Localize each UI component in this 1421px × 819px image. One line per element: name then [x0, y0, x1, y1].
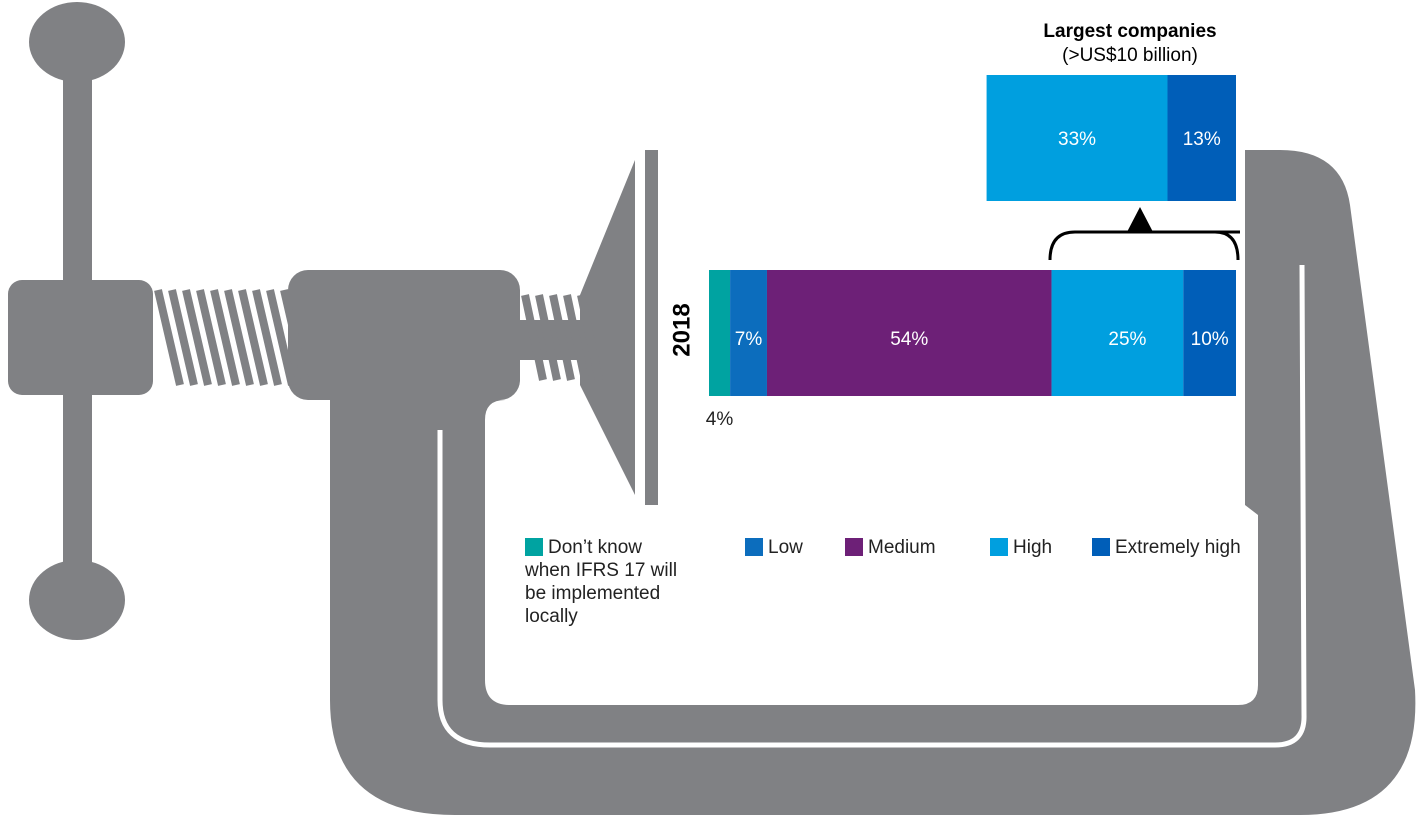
- thread: [154, 289, 184, 386]
- bracket: [1048, 230, 1240, 261]
- legend-swatch: [745, 538, 763, 556]
- thread: [535, 294, 561, 381]
- bar-segment: [1183, 270, 1236, 396]
- thread: [280, 289, 310, 386]
- legend-label: Extremely high: [1115, 537, 1241, 558]
- legend-label: Low: [768, 537, 803, 558]
- legend-swatch: [845, 538, 863, 556]
- legend-label: Medium: [868, 537, 936, 558]
- inset-title: Largest companies: [1043, 21, 1216, 42]
- legend-swatch: [525, 538, 543, 556]
- thread: [266, 289, 296, 386]
- screw-thread: [154, 289, 603, 386]
- thread: [168, 289, 198, 386]
- thread: [521, 294, 547, 381]
- legend-swatch: [1092, 538, 1110, 556]
- bar-segment: [986, 75, 1168, 201]
- inset-subtitle: (>US$10 billion): [1062, 45, 1198, 66]
- legend-text: Don’t know when IFRS 17 will be implemen…: [525, 537, 678, 627]
- bar-segment: [709, 270, 731, 396]
- thread: [563, 294, 589, 381]
- bar-segment: [766, 270, 1052, 396]
- value-label: 54%: [890, 329, 928, 350]
- bar-segment: [1051, 270, 1184, 396]
- thread: [196, 289, 226, 386]
- thread: [577, 294, 603, 381]
- thread: [224, 289, 254, 386]
- arrow: [1127, 207, 1153, 232]
- legend-label: Don’t know when IFRS 17 will be implemen…: [525, 536, 720, 628]
- bar-segment: [730, 270, 767, 396]
- legend-swatch: [990, 538, 1008, 556]
- value-label: 33%: [1058, 129, 1096, 150]
- clamp-outline: [437, 264, 1307, 748]
- category-label: 2018: [668, 303, 695, 356]
- thread: [238, 289, 268, 386]
- value-label: 13%: [1183, 129, 1221, 150]
- bar-segment: [1167, 75, 1236, 201]
- legend-label: High: [1013, 537, 1053, 558]
- clamp-illustration: [8, 2, 1416, 815]
- thread: [252, 289, 282, 386]
- value-label: 4%: [706, 409, 734, 430]
- value-label: 25%: [1108, 329, 1146, 350]
- thread: [549, 294, 575, 381]
- value-label: 10%: [1191, 329, 1229, 350]
- thread: [182, 289, 212, 386]
- thread: [210, 289, 240, 386]
- value-label: 7%: [735, 329, 763, 350]
